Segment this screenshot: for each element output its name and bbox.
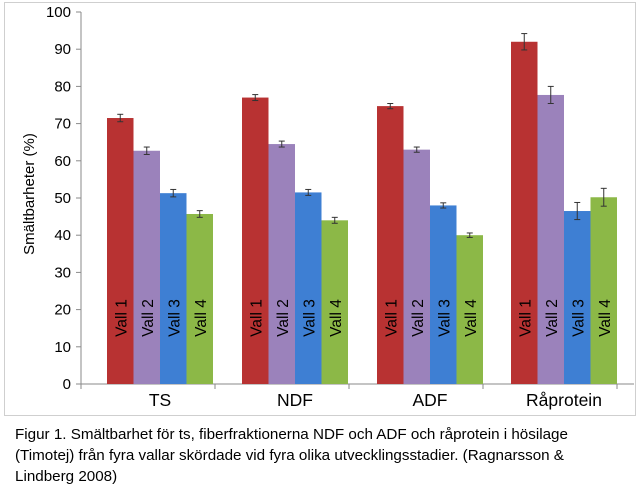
y-tick-label: 50 bbox=[54, 190, 71, 207]
caption-line-1: Figur 1. Smältbarhet för ts, fiberfrakti… bbox=[15, 426, 568, 443]
y-tick-label: 40 bbox=[54, 227, 71, 244]
bar-series-label: Vall 2 bbox=[410, 299, 427, 337]
chart-frame bbox=[4, 2, 636, 416]
bar bbox=[242, 97, 269, 384]
bar-series-label: Vall 1 bbox=[113, 299, 130, 337]
bar-series-label: Vall 4 bbox=[193, 299, 210, 337]
bar bbox=[511, 41, 538, 384]
bar bbox=[403, 149, 430, 384]
x-category-label: ADF bbox=[413, 390, 448, 410]
bar-series-label: Vall 4 bbox=[597, 299, 614, 337]
x-category-label: NDF bbox=[277, 390, 313, 410]
caption-line-3: Lindberg 2008) bbox=[15, 468, 118, 485]
bar-series-label: Vall 4 bbox=[328, 299, 345, 337]
figure-caption: Figur 1. Smältbarhet för ts, fiberfrakti… bbox=[15, 424, 635, 487]
bar-series-label: Vall 1 bbox=[383, 299, 400, 337]
y-tick-label: 30 bbox=[54, 264, 71, 281]
y-axis-title: Smältbarheter (%) bbox=[21, 133, 38, 255]
bar bbox=[186, 213, 213, 384]
bar-chart: Smältbarheter (%) 0 10 20 30 40 50 60 70 80 90 100… bbox=[21, 4, 634, 410]
bar-series-label: Vall 1 bbox=[517, 299, 534, 337]
bar bbox=[107, 118, 134, 385]
x-category-label: TS bbox=[149, 390, 171, 410]
bar-series-label: Vall 3 bbox=[301, 299, 318, 337]
bar bbox=[456, 235, 483, 384]
bar bbox=[321, 220, 348, 384]
bar bbox=[295, 192, 322, 384]
bar bbox=[430, 205, 457, 384]
bar-series-label: Vall 3 bbox=[436, 299, 453, 337]
bar bbox=[537, 94, 564, 385]
y-tick-label: 80 bbox=[54, 78, 71, 95]
y-tick-label: 60 bbox=[54, 153, 71, 170]
bar-series-label: Vall 3 bbox=[570, 299, 587, 337]
y-tick-label: 70 bbox=[54, 116, 71, 133]
y-tick-label: 20 bbox=[54, 302, 71, 319]
y-tick-label: 90 bbox=[54, 41, 71, 58]
bar bbox=[377, 106, 404, 384]
bar bbox=[133, 150, 160, 384]
y-tick-label: 100 bbox=[46, 4, 71, 21]
bar-series-label: Vall 2 bbox=[544, 299, 561, 337]
y-tick-label: 10 bbox=[54, 339, 71, 356]
bar-series-label: Vall 2 bbox=[140, 299, 157, 337]
caption-line-2: (Timotej) från fyra vallar skördade vid … bbox=[15, 447, 564, 464]
bar bbox=[564, 211, 591, 384]
bar-series-label: Vall 3 bbox=[166, 299, 183, 337]
bar-series-label: Vall 2 bbox=[275, 299, 292, 337]
bar bbox=[590, 197, 617, 384]
y-tick-label: 0 bbox=[63, 376, 71, 393]
bar-series-label: Vall 1 bbox=[248, 299, 265, 337]
x-category-label: Råprotein bbox=[526, 390, 602, 410]
bar bbox=[268, 144, 295, 384]
bar bbox=[160, 193, 187, 384]
bar-series-label: Vall 4 bbox=[463, 299, 480, 337]
